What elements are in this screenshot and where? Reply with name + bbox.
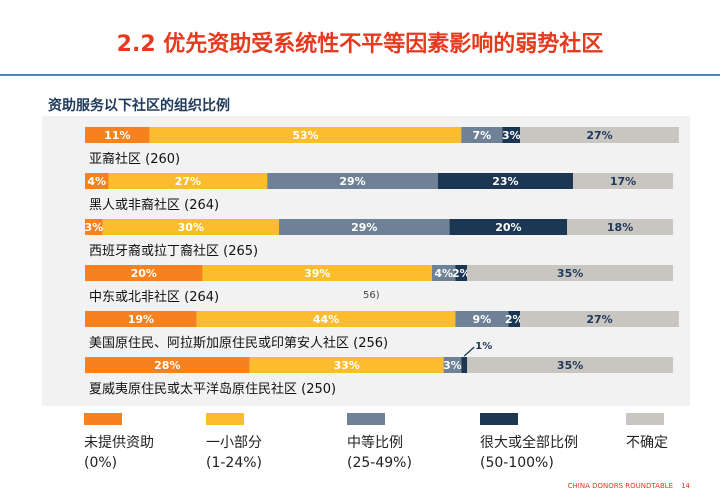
- segment-label: 27%: [175, 175, 201, 188]
- bar-segment: [467, 357, 673, 373]
- bar-segment: [202, 265, 432, 281]
- bar-segment: [149, 127, 462, 143]
- footer: CHINA DONORS ROUNDTABLE 14: [568, 482, 690, 490]
- segment-label: 35%: [557, 267, 583, 280]
- bar-segment: [573, 173, 673, 189]
- bar-segment: [437, 173, 574, 189]
- bar-segment: [249, 357, 444, 373]
- legend-swatch: [347, 413, 385, 425]
- legend-swatch: [84, 413, 122, 425]
- bar-segment: [85, 357, 250, 373]
- category-label: 中东或北非社区 (264): [89, 289, 219, 305]
- category-label: 美国原住民、阿拉斯加原住民或印第安人社区 (256): [89, 335, 388, 351]
- page-title: 2.2 优先资助受系统性不平等因素影响的弱势社区: [116, 32, 604, 57]
- legend-swatch: [480, 413, 518, 425]
- segment-label: 19%: [128, 313, 154, 326]
- category-label: 黑人或非裔社区 (264): [89, 197, 219, 213]
- legend-label: 很大或全部比例 (50-100%): [480, 435, 578, 471]
- bar-segment: [279, 219, 450, 235]
- segment-label: 9%: [473, 313, 492, 326]
- segment-label: 29%: [351, 221, 377, 234]
- segment-label: 33%: [333, 359, 359, 372]
- title-divider: [0, 74, 720, 76]
- legend-label: 中等比例 (25-49%): [347, 435, 412, 471]
- bar-segment: [85, 311, 197, 327]
- segment-label: 23%: [492, 175, 518, 188]
- category-label: 夏威夷原住民或太平洋岛原住民社区 (250): [89, 381, 336, 397]
- segment-label: 35%: [557, 359, 583, 372]
- legend-item: 不确定: [626, 413, 720, 453]
- legend-label: 不确定: [626, 435, 668, 451]
- segment-label: 3%: [443, 359, 462, 372]
- legend-swatch: [206, 413, 244, 425]
- category-label: 西班牙裔或拉丁裔社区 (265): [89, 243, 258, 259]
- segment-label: 28%: [154, 359, 180, 372]
- legend-swatch: [626, 413, 664, 425]
- segment-label: 53%: [292, 129, 318, 142]
- bar-segment: [467, 265, 673, 281]
- segment-label: 27%: [586, 313, 612, 326]
- segment-label: 1%: [475, 341, 492, 352]
- bar-segment: [196, 311, 456, 327]
- legend-item: 很大或全部比例 (50-100%): [480, 413, 620, 473]
- segment-label: 2%: [452, 267, 471, 280]
- segment-label: 27%: [586, 129, 612, 142]
- bar-segment: [567, 219, 673, 235]
- chart-subtitle: 资助服务以下社区的组织比例: [48, 98, 230, 114]
- stacked-bar-chart: 11% 53% 7% 3% 27% 亚裔社区 (260) 4% 27% 29% 23% 17% 黑人或…: [84, 127, 679, 397]
- bar-segment: [520, 311, 679, 327]
- legend-label: 未提供资助 (0%): [84, 435, 154, 471]
- segment-label: 11%: [104, 129, 130, 142]
- stray-text: 56): [363, 290, 380, 301]
- segment-label: 44%: [313, 313, 339, 326]
- bar-segment: [461, 127, 503, 143]
- bar-segment: [267, 173, 438, 189]
- bar-segment: [443, 357, 462, 373]
- bar-segment: [461, 357, 468, 373]
- segment-label: 18%: [607, 221, 633, 234]
- segment-label: 39%: [304, 267, 330, 280]
- footer-brand: CHINA DONORS ROUNDTABLE: [567, 482, 674, 490]
- bar-segment: [108, 173, 268, 189]
- segment-label: 29%: [339, 175, 365, 188]
- bar-segment: [449, 219, 568, 235]
- category-label: 亚裔社区 (260): [89, 151, 180, 167]
- legend-label: 一小部分 (1-24%): [206, 435, 262, 471]
- segment-label: 20%: [131, 267, 157, 280]
- bar-segment: [102, 219, 280, 235]
- bar-segment: [85, 173, 109, 189]
- segment-label: 30%: [178, 221, 204, 234]
- bar-segment: [85, 127, 150, 143]
- segment-label: 3%: [84, 221, 103, 234]
- bar-segment: [85, 219, 103, 235]
- segment-label: 4%: [434, 267, 453, 280]
- segment-label: 17%: [610, 175, 636, 188]
- segment-label: 3%: [502, 129, 521, 142]
- segment-label: 7%: [473, 129, 492, 142]
- segment-label: 20%: [495, 221, 521, 234]
- bar-segment: [455, 311, 509, 327]
- bar-segment: [502, 127, 521, 143]
- bar-segment: [455, 265, 468, 281]
- bar-segment: [85, 265, 203, 281]
- bar-segment: [520, 127, 679, 143]
- page-number: 14: [681, 482, 690, 490]
- bar-segment: [431, 265, 456, 281]
- legend-item: 一小部分 (1-24%): [206, 413, 346, 473]
- bar-segment: [508, 311, 521, 327]
- legend-item: 中等比例 (25-49%): [347, 413, 487, 473]
- segment-label: 4%: [87, 175, 106, 188]
- callout-line: [463, 346, 475, 357]
- segment-label: 2%: [505, 313, 524, 326]
- legend-item: 未提供资助 (0%): [84, 413, 224, 473]
